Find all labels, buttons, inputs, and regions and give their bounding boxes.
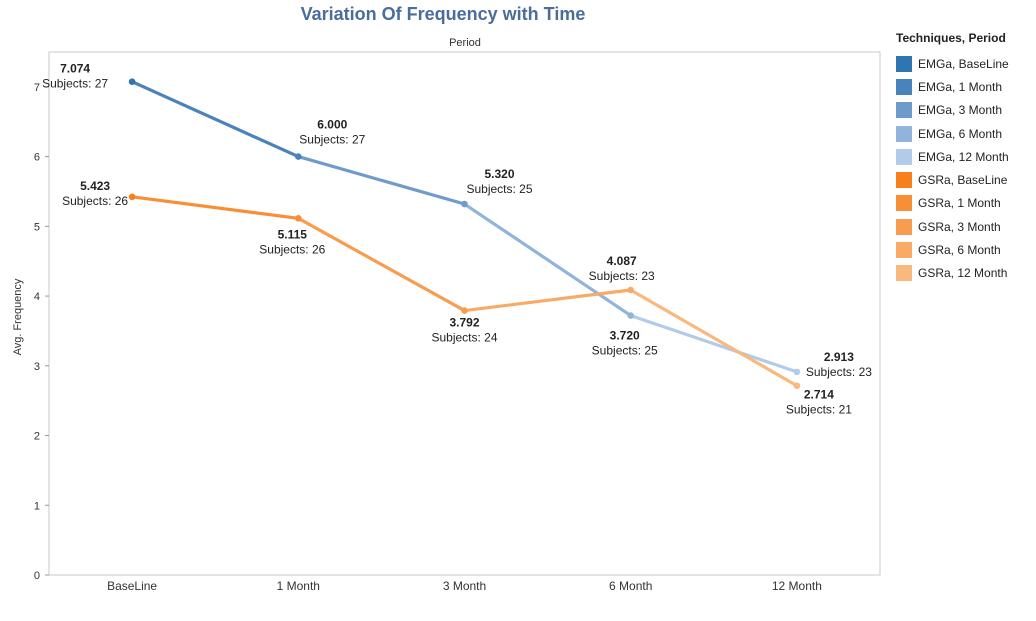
legend-label: GSRa, 12 Month [918,266,1008,281]
value-label: 6.000 [317,118,347,132]
legend: Techniques, Period EMGa, BaseLine EMGa, 1… [896,31,1032,285]
legend-label: GSRa, BaseLine [918,173,1008,188]
value-label: 7.074 [60,62,90,76]
series-line-segment [462,202,633,318]
legend-items: EMGa, BaseLine EMGa, 1 Month EMGa, 3 Month… [896,52,1032,285]
legend-item[interactable]: EMGa, 3 Month [896,99,1032,122]
series-lines [130,80,799,388]
legend-swatch [896,125,912,142]
legend-label: GSRa, 6 Month [918,243,1001,258]
column-header: Period [449,37,481,49]
value-label: 4.087 [607,254,637,268]
y-tick-label: 0 [34,570,40,582]
series-line-segment [629,288,799,388]
value-label: 5.115 [278,227,308,241]
legend-item[interactable]: GSRa, 12 Month [896,262,1032,285]
series-points [128,78,801,390]
data-point[interactable] [793,382,801,390]
value-label: 5.320 [484,167,514,181]
data-point[interactable] [295,215,302,222]
series-line-segment [130,80,300,159]
legend-title: Techniques, Period [896,31,1006,45]
x-tick-label: 12 Month [772,579,822,593]
plot-area [48,51,881,576]
legend-label: GSRa, 3 Month [918,219,1001,234]
y-axis-title: Avg. Frequency [12,278,24,355]
subjects-label: Subjects: 25 [592,344,658,358]
value-label: 5.423 [80,179,110,193]
value-label: 3.792 [449,316,479,330]
subjects-label: Subjects: 27 [42,77,108,91]
data-point[interactable] [793,368,801,376]
legend-label: EMGa, 12 Month [918,149,1009,164]
legend-swatch [896,265,912,282]
legend-swatch [896,55,912,72]
subjects-label: Subjects: 23 [589,269,655,283]
series-line-segment [629,313,799,374]
y-tick-label: 4 [34,291,40,303]
value-label: 3.720 [610,329,640,343]
subjects-label: Subjects: 27 [299,133,365,147]
x-axis: BaseLine 1 Month 3 Month 6 Month 12 Month [107,579,822,593]
legend-item[interactable]: EMGa, 1 Month [896,75,1032,98]
data-point[interactable] [461,200,468,208]
series-line-segment [296,216,467,313]
legend-item[interactable]: GSRa, 1 Month [896,192,1032,215]
legend-item[interactable]: EMGa, 6 Month [896,122,1032,145]
y-tick-label: 5 [34,221,40,233]
legend-swatch [896,218,912,235]
data-point[interactable] [128,193,136,201]
legend-label: EMGa, 3 Month [918,103,1003,118]
legend-label: EMGa, BaseLine [918,56,1009,71]
x-tick-label: 6 Month [609,579,652,593]
data-point[interactable] [627,312,634,319]
legend-item[interactable]: GSRa, 6 Month [896,238,1032,261]
y-tick-label: 3 [34,361,40,373]
y-tick-label: 2 [34,431,40,443]
legend-label: GSRa, 1 Month [918,196,1001,211]
legend-swatch [896,148,912,165]
subjects-label: Subjects: 21 [786,403,852,417]
subjects-label: Subjects: 23 [806,365,872,379]
legend-swatch [896,172,912,189]
x-tick-label: BaseLine [107,579,157,593]
y-axis: 0 1 2 3 4 5 6 7 [34,82,49,582]
data-point[interactable] [461,307,468,314]
line-chart: Variation Of Frequency with Time Period … [12,4,881,593]
data-point[interactable] [128,78,136,86]
y-tick-label: 1 [34,500,40,512]
y-tick-label: 7 [34,82,40,94]
value-label: 2.714 [804,388,834,402]
data-point[interactable] [295,153,302,160]
subjects-label: Subjects: 25 [466,182,532,196]
subjects-label: Subjects: 26 [62,194,128,208]
chart-title: Variation Of Frequency with Time [301,4,586,24]
legend-label: EMGa, 6 Month [918,126,1003,141]
legend-swatch [896,242,912,259]
legend-item[interactable]: GSRa, 3 Month [896,215,1032,238]
series-line-segment [130,195,300,220]
legend-swatch [896,78,912,95]
value-label: 2.913 [824,350,854,364]
series-line-segment [462,288,633,313]
data-point[interactable] [627,286,634,294]
x-tick-label: 3 Month [443,579,486,593]
legend-swatch [896,102,912,119]
subjects-label: Subjects: 24 [431,331,497,345]
legend-item[interactable]: EMGa, 12 Month [896,145,1032,168]
y-tick-label: 6 [34,152,40,164]
series-line-segment [296,155,467,206]
legend-item[interactable]: EMGa, BaseLine [896,52,1032,75]
legend-label: EMGa, 1 Month [918,79,1003,94]
legend-swatch [896,195,912,212]
legend-item[interactable]: GSRa, BaseLine [896,168,1032,191]
subjects-label: Subjects: 26 [259,242,325,256]
x-tick-label: 1 Month [277,579,320,593]
